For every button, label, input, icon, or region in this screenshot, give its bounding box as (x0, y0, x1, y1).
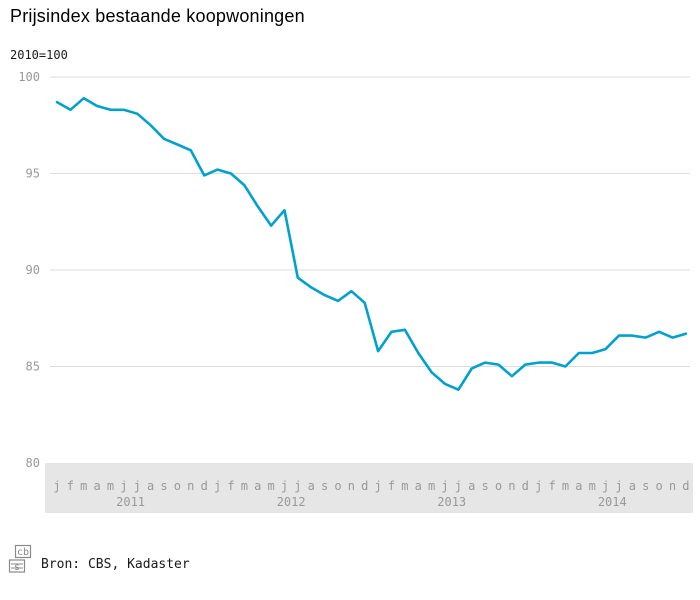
month-tick-label: a (415, 479, 422, 493)
month-tick-label: f (227, 479, 234, 493)
y-tick-label: 95 (26, 167, 40, 181)
month-tick-label: j (120, 479, 127, 493)
month-tick-label: m (562, 479, 569, 493)
month-tick-label: a (254, 479, 261, 493)
month-tick-label: d (201, 479, 208, 493)
y-tick-label: 90 (26, 263, 40, 277)
month-tick-label: j (615, 479, 622, 493)
month-tick-label: a (147, 479, 154, 493)
month-tick-label: m (589, 479, 596, 493)
month-tick-label: j (455, 479, 462, 493)
month-tick-label: m (428, 479, 435, 493)
month-tick-label: s (321, 479, 328, 493)
month-tick-label: m (80, 479, 87, 493)
month-tick-label: f (388, 479, 395, 493)
month-tick-label: n (508, 479, 515, 493)
month-tick-label: n (348, 479, 355, 493)
month-tick-label: a (575, 479, 582, 493)
month-tick-label: a (468, 479, 475, 493)
month-tick-label: m (107, 479, 114, 493)
month-tick-label: j (281, 479, 288, 493)
month-tick-label: j (602, 479, 609, 493)
month-tick-label: m (401, 479, 408, 493)
y-tick-label: 100 (18, 70, 40, 84)
month-tick-label: f (67, 479, 74, 493)
month-tick-label: j (214, 479, 221, 493)
month-tick-label: d (361, 479, 368, 493)
month-tick-label: m (267, 479, 274, 493)
month-tick-label: a (629, 479, 636, 493)
month-tick-label: d (682, 479, 689, 493)
month-tick-label: s (160, 479, 167, 493)
month-tick-label: n (669, 479, 676, 493)
month-tick-label: j (375, 479, 382, 493)
month-tick-label: n (187, 479, 194, 493)
month-tick-label: o (334, 479, 341, 493)
month-tick-label: a (308, 479, 315, 493)
source-text: Bron: CBS, Kadaster (41, 557, 190, 572)
month-tick-label: j (134, 479, 141, 493)
source-footer: cb s Bron: CBS, Kadaster (8, 544, 190, 574)
month-tick-label: d (522, 479, 529, 493)
year-label: 2013 (437, 495, 466, 509)
x-axis-band (45, 463, 693, 513)
svg-text:s: s (14, 562, 20, 573)
svg-text:cb: cb (17, 547, 29, 558)
month-tick-label: s (642, 479, 649, 493)
month-tick-label: a (94, 479, 101, 493)
month-tick-label: j (294, 479, 301, 493)
year-label: 2014 (598, 495, 627, 509)
month-tick-label: o (174, 479, 181, 493)
year-label: 2012 (277, 495, 306, 509)
cbs-logo-icon: cb s (8, 544, 32, 573)
month-tick-label: j (53, 479, 60, 493)
month-tick-label: j (535, 479, 542, 493)
month-tick-label: f (548, 479, 555, 493)
unit-label: 2010=100 (10, 48, 68, 62)
month-tick-label: o (655, 479, 662, 493)
y-tick-label: 80 (26, 456, 40, 470)
y-tick-label: 85 (26, 360, 40, 374)
month-tick-label: o (495, 479, 502, 493)
year-label: 2011 (116, 495, 145, 509)
month-tick-label: s (482, 479, 489, 493)
price-index-line (55, 96, 688, 392)
month-tick-label: j (441, 479, 448, 493)
month-tick-label: m (241, 479, 248, 493)
page-title: Prijsindex bestaande koopwoningen (10, 6, 305, 26)
